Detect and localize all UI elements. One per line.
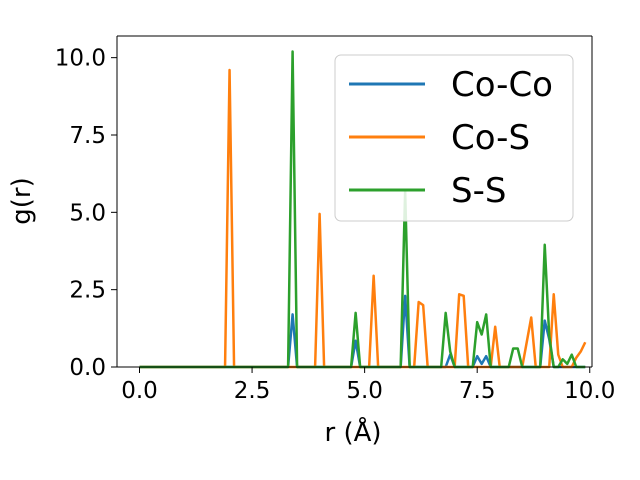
legend-label-co-s: Co-S [451, 118, 530, 158]
ticks-layer: 0.0 2.5 5.0 7.5 10.0 0.0 2.5 5.0 7.5 10.0 [55, 46, 616, 404]
legend-label-co-co: Co-Co [451, 65, 553, 105]
y-tick-label: 5.0 [69, 200, 106, 226]
x-tick-label: 5.0 [346, 378, 383, 404]
x-tick-label: 2.5 [234, 378, 271, 404]
x-tick-label: 7.5 [459, 378, 496, 404]
y-tick-label: 2.5 [69, 278, 106, 304]
x-axis-label: r (Å) [324, 416, 381, 448]
legend-label-s-s: S-S [451, 171, 506, 211]
y-tick-label: 10.0 [55, 46, 106, 72]
legend-box [334, 54, 574, 222]
x-tick-label: 0.0 [121, 378, 158, 404]
x-tick-label: 10.0 [564, 378, 615, 404]
legend: Co-Co Co-S S-S [334, 54, 574, 222]
y-axis-label: g(r) [7, 177, 37, 224]
y-tick-label: 7.5 [69, 123, 106, 149]
y-tick-label: 0.0 [69, 355, 106, 381]
axes-layer [116, 35, 593, 368]
